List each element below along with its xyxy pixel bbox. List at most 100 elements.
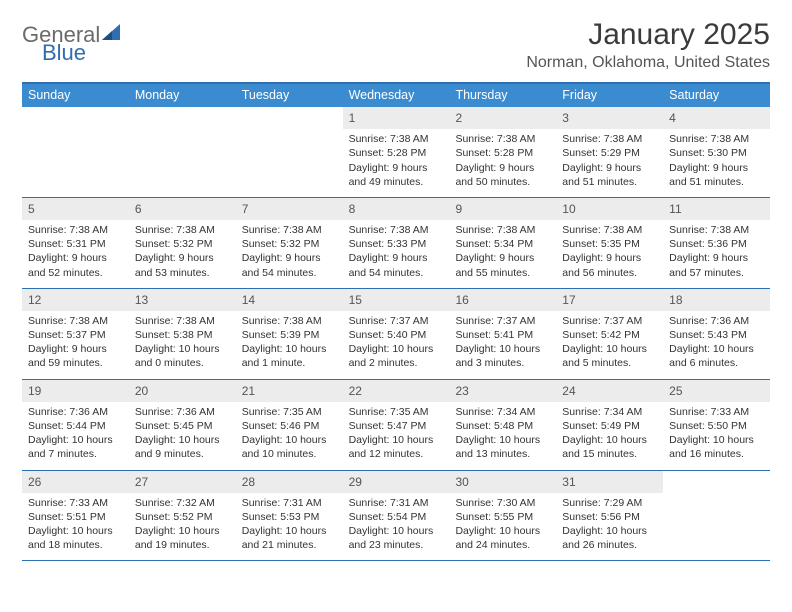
daylight-line: Daylight: 10 hours and 12 minutes. [349,433,444,461]
sunrise-line: Sunrise: 7:33 AM [28,496,123,510]
logo-text-blue: Blue [42,42,124,64]
sunset-line: Sunset: 5:34 PM [455,237,550,251]
daylight-line: Daylight: 9 hours and 57 minutes. [669,251,764,279]
day-details: Sunrise: 7:34 AMSunset: 5:49 PMDaylight:… [556,405,663,462]
day-details: Sunrise: 7:37 AMSunset: 5:42 PMDaylight:… [556,314,663,371]
day-number: 31 [556,471,663,493]
title-block: January 2025 Norman, Oklahoma, United St… [526,18,770,72]
day-details: Sunrise: 7:36 AMSunset: 5:45 PMDaylight:… [129,405,236,462]
daylight-line: Daylight: 10 hours and 6 minutes. [669,342,764,370]
day-details: Sunrise: 7:38 AMSunset: 5:35 PMDaylight:… [556,223,663,280]
sunrise-line: Sunrise: 7:38 AM [562,132,657,146]
sunset-line: Sunset: 5:36 PM [669,237,764,251]
day-number: 27 [129,471,236,493]
daylight-line: Daylight: 10 hours and 7 minutes. [28,433,123,461]
daylight-line: Daylight: 9 hours and 59 minutes. [28,342,123,370]
day-number [129,107,236,127]
calendar-page: General Blue January 2025 Norman, Oklaho… [0,0,792,561]
daylight-line: Daylight: 9 hours and 54 minutes. [349,251,444,279]
day-number: 11 [663,198,770,220]
sunset-line: Sunset: 5:43 PM [669,328,764,342]
sunrise-line: Sunrise: 7:36 AM [135,405,230,419]
daylight-line: Daylight: 9 hours and 50 minutes. [455,161,550,189]
day-details: Sunrise: 7:38 AMSunset: 5:34 PMDaylight:… [449,223,556,280]
dow-tuesday: Tuesday [236,84,343,107]
sunset-line: Sunset: 5:54 PM [349,510,444,524]
sunrise-line: Sunrise: 7:36 AM [669,314,764,328]
sunset-line: Sunset: 5:49 PM [562,419,657,433]
sunset-line: Sunset: 5:47 PM [349,419,444,433]
day-details: Sunrise: 7:32 AMSunset: 5:52 PMDaylight:… [129,496,236,553]
sunrise-line: Sunrise: 7:36 AM [28,405,123,419]
day-details: Sunrise: 7:34 AMSunset: 5:48 PMDaylight:… [449,405,556,462]
calendar-week: 1Sunrise: 7:38 AMSunset: 5:28 PMDaylight… [22,107,770,198]
calendar-day: 29Sunrise: 7:31 AMSunset: 5:54 PMDayligh… [343,471,450,561]
calendar-week: 19Sunrise: 7:36 AMSunset: 5:44 PMDayligh… [22,380,770,471]
day-details: Sunrise: 7:38 AMSunset: 5:39 PMDaylight:… [236,314,343,371]
day-number: 19 [22,380,129,402]
daylight-line: Daylight: 9 hours and 54 minutes. [242,251,337,279]
calendar-day: 7 Sunrise: 7:38 AMSunset: 5:32 PMDaylight… [236,198,343,288]
day-number: 28 [236,471,343,493]
day-details: Sunrise: 7:38 AMSunset: 5:28 PMDaylight:… [343,132,450,189]
sunrise-line: Sunrise: 7:38 AM [562,223,657,237]
day-details: Sunrise: 7:38 AMSunset: 5:33 PMDaylight:… [343,223,450,280]
calendar-day: 13Sunrise: 7:38 AMSunset: 5:38 PMDayligh… [129,289,236,379]
sunrise-line: Sunrise: 7:37 AM [562,314,657,328]
sunrise-line: Sunrise: 7:31 AM [242,496,337,510]
sunset-line: Sunset: 5:28 PM [349,146,444,160]
sunrise-line: Sunrise: 7:38 AM [28,314,123,328]
daylight-line: Daylight: 10 hours and 3 minutes. [455,342,550,370]
day-details: Sunrise: 7:36 AMSunset: 5:43 PMDaylight:… [663,314,770,371]
day-number [236,107,343,127]
day-number: 8 [343,198,450,220]
day-number: 4 [663,107,770,129]
daylight-line: Daylight: 10 hours and 16 minutes. [669,433,764,461]
calendar-day [22,107,129,197]
day-details: Sunrise: 7:35 AMSunset: 5:46 PMDaylight:… [236,405,343,462]
sunset-line: Sunset: 5:45 PM [135,419,230,433]
calendar-grid: Sunday Monday Tuesday Wednesday Thursday… [22,82,770,561]
calendar-day: 20 Sunrise: 7:36 AMSunset: 5:45 PMDayligh… [129,380,236,470]
dow-sunday: Sunday [22,84,129,107]
sunrise-line: Sunrise: 7:34 AM [562,405,657,419]
calendar-day: 24Sunrise: 7:34 AMSunset: 5:49 PMDayligh… [556,380,663,470]
sunrise-line: Sunrise: 7:38 AM [455,132,550,146]
day-details: Sunrise: 7:38 AMSunset: 5:32 PMDaylight:… [236,223,343,280]
day-number: 26 [22,471,129,493]
sunset-line: Sunset: 5:33 PM [349,237,444,251]
daylight-line: Daylight: 10 hours and 24 minutes. [455,524,550,552]
day-number: 29 [343,471,450,493]
sunset-line: Sunset: 5:44 PM [28,419,123,433]
day-details: Sunrise: 7:38 AMSunset: 5:31 PMDaylight:… [22,223,129,280]
day-details: Sunrise: 7:38 AMSunset: 5:32 PMDaylight:… [129,223,236,280]
day-number: 7 [236,198,343,220]
sunset-line: Sunset: 5:29 PM [562,146,657,160]
day-details: Sunrise: 7:38 AMSunset: 5:36 PMDaylight:… [663,223,770,280]
calendar-body: 1Sunrise: 7:38 AMSunset: 5:28 PMDaylight… [22,107,770,561]
sunset-line: Sunset: 5:40 PM [349,328,444,342]
sunset-line: Sunset: 5:51 PM [28,510,123,524]
calendar-day: 12Sunrise: 7:38 AMSunset: 5:37 PMDayligh… [22,289,129,379]
day-details: Sunrise: 7:37 AMSunset: 5:41 PMDaylight:… [449,314,556,371]
calendar-day: 5Sunrise: 7:38 AMSunset: 5:31 PMDaylight… [22,198,129,288]
calendar-day: 6Sunrise: 7:38 AMSunset: 5:32 PMDaylight… [129,198,236,288]
sunset-line: Sunset: 5:30 PM [669,146,764,160]
day-details: Sunrise: 7:29 AMSunset: 5:56 PMDaylight:… [556,496,663,553]
sunset-line: Sunset: 5:48 PM [455,419,550,433]
day-details: Sunrise: 7:37 AMSunset: 5:40 PMDaylight:… [343,314,450,371]
sunrise-line: Sunrise: 7:38 AM [135,223,230,237]
day-number: 10 [556,198,663,220]
day-number: 2 [449,107,556,129]
sunset-line: Sunset: 5:32 PM [135,237,230,251]
day-details: Sunrise: 7:36 AMSunset: 5:44 PMDaylight:… [22,405,129,462]
sunset-line: Sunset: 5:50 PM [669,419,764,433]
sunset-line: Sunset: 5:37 PM [28,328,123,342]
calendar-day: 1Sunrise: 7:38 AMSunset: 5:28 PMDaylight… [343,107,450,197]
day-number: 30 [449,471,556,493]
sunrise-line: Sunrise: 7:38 AM [135,314,230,328]
sunrise-line: Sunrise: 7:38 AM [242,314,337,328]
sunrise-line: Sunrise: 7:37 AM [349,314,444,328]
calendar-day: 19 Sunrise: 7:36 AMSunset: 5:44 PMDayligh… [22,380,129,470]
day-number: 20 [129,380,236,402]
